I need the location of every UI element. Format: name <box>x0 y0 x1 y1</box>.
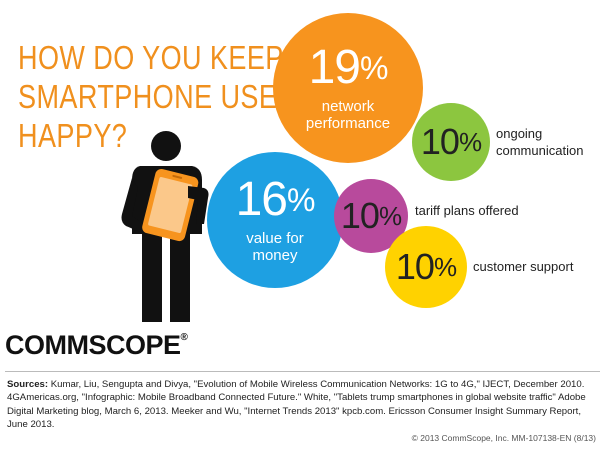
network-performance-value: 19% <box>308 41 389 94</box>
person-head <box>151 131 181 161</box>
person-holding-tablet-icon <box>121 131 209 322</box>
bubble-value-for-money: 16% value for money <box>207 152 343 288</box>
tariff-plans-label: tariff plans offered <box>415 203 519 218</box>
bubble-tariff-plans: 10% <box>334 179 408 253</box>
customer-support-label: customer support <box>473 259 574 274</box>
bubble-ongoing-communication: 10% <box>412 103 490 181</box>
title-line-2: SMARTPHONE USERS <box>18 78 316 115</box>
customer-support-value: 10% <box>395 246 457 287</box>
value-for-money-label: value for money <box>246 230 304 264</box>
person-left-leg <box>142 232 162 322</box>
person-left-arm <box>121 178 144 232</box>
sources-label: Sources: <box>7 379 49 390</box>
sources-text: Sources: Kumar, Liu, Sengupta and Divya,… <box>7 378 597 432</box>
divider <box>5 371 600 372</box>
title-line-3: HAPPY? <box>18 117 128 154</box>
ongoing-communication-value: 10% <box>420 121 482 162</box>
person-right-leg <box>170 232 190 322</box>
title-line-1: HOW DO YOU KEEP <box>18 39 284 76</box>
bubble-network-performance: 19% network performance <box>273 13 423 163</box>
tariff-plans-value: 10% <box>340 195 402 236</box>
copyright: © 2013 CommScope, Inc. MM-107138-EN (8/1… <box>411 433 596 443</box>
network-performance-label: network performance <box>305 98 391 132</box>
page-title: HOW DO YOU KEEP SMARTPHONE USERS HAPPY? <box>18 38 316 155</box>
ongoing-communication-label: ongoing communication <box>496 126 584 158</box>
commscope-logo: COMMSCOPE® <box>5 330 188 360</box>
sources-body: Kumar, Liu, Sengupta and Divya, "Evoluti… <box>7 379 586 431</box>
value-for-money-value: 16% <box>235 173 316 226</box>
bubble-customer-support: 10% <box>385 226 467 308</box>
tablet <box>142 168 199 242</box>
person-right-hand <box>188 186 209 224</box>
